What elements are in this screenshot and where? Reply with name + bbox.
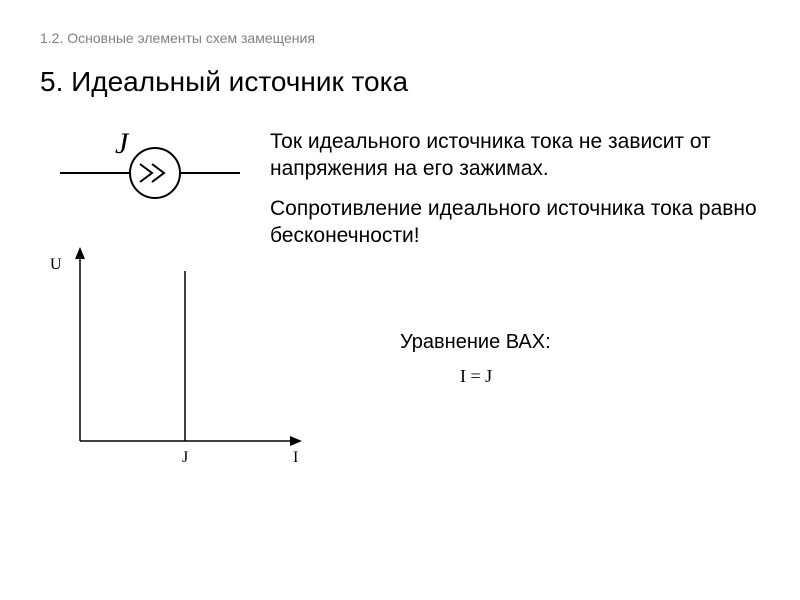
chart-svg [40,231,320,471]
y-axis-arrow-icon [75,247,85,259]
equation-formula: I = J [460,366,551,387]
x-axis-label: I [293,449,298,467]
x-axis-arrow-icon [290,436,302,446]
equation-title: Уравнение ВАХ: [400,331,551,354]
symbol-label: J [115,128,130,160]
equation-block: Уравнение ВАХ: I = J [400,331,551,387]
double-arrow-icon [140,164,164,182]
paragraph-2: Сопротивление идеального источника тока … [270,195,760,250]
y-axis-label: U [50,256,62,274]
current-source-symbol: J [40,128,240,213]
source-circle [130,148,180,198]
lower-section: U I J Уравнение ВАХ: I = J [40,231,760,476]
description-block: Ток идеального источника тока не зависит… [270,128,760,261]
breadcrumb: 1.2. Основные элементы схем замещения [40,30,760,46]
symbol-svg: J [40,128,240,208]
vac-chart: U I J [40,231,320,476]
paragraph-1: Ток идеального источника тока не зависит… [270,128,760,183]
page-title: 5. Идеальный источник тока [40,66,760,98]
marker-label: J [182,449,188,467]
